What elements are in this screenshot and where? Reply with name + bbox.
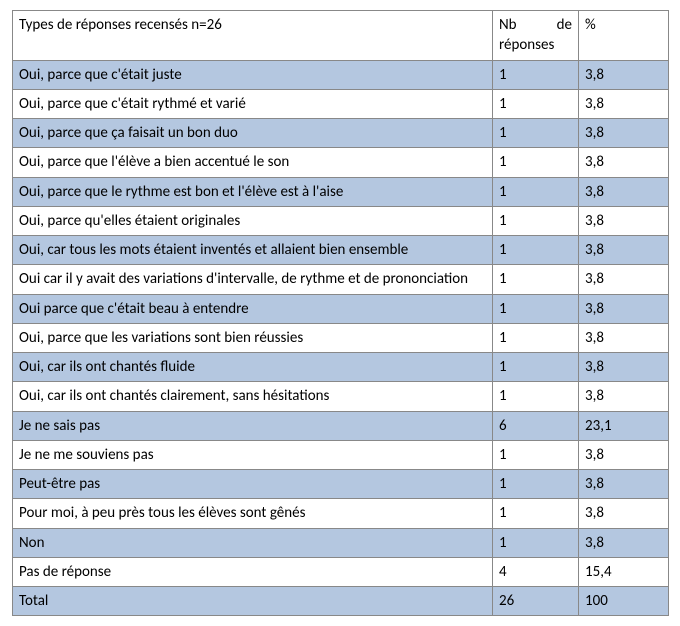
cell-type: Oui, parce que le rythme est bon et l'él…: [13, 177, 493, 206]
cell-pct: 3,8: [579, 119, 669, 148]
cell-nb: 1: [493, 119, 579, 148]
cell-nb: 1: [493, 470, 579, 499]
cell-pct: 3,8: [579, 470, 669, 499]
cell-type: Oui, car tous les mots étaient inventés …: [13, 236, 493, 265]
cell-type: Oui, parce que ça faisait un bon duo: [13, 119, 493, 148]
cell-type: Pas de réponse: [13, 557, 493, 586]
table-row: Oui car il y avait des variations d'inte…: [13, 265, 669, 294]
table-row: Oui, parce que c'était juste13,8: [13, 60, 669, 89]
table-row: Peut-être pas13,8: [13, 470, 669, 499]
header-nb-line2: réponses: [499, 36, 554, 54]
cell-type: Oui, parce que l'élève a bien accentué l…: [13, 148, 493, 177]
table-row: Oui, parce que l'élève a bien accentué l…: [13, 148, 669, 177]
cell-nb: 1: [493, 382, 579, 411]
cell-pct: 3,8: [579, 148, 669, 177]
cell-nb: 1: [493, 440, 579, 469]
cell-nb: 1: [493, 206, 579, 235]
table-row: Oui, parce que ça faisait un bon duo13,8: [13, 119, 669, 148]
cell-pct: 3,8: [579, 440, 669, 469]
cell-nb: 4: [493, 557, 579, 586]
cell-nb: 6: [493, 411, 579, 440]
cell-nb: 1: [493, 236, 579, 265]
table-row: Je ne sais pas623,1: [13, 411, 669, 440]
cell-nb: 1: [493, 148, 579, 177]
cell-type: Oui, parce que c'était rythmé et varié: [13, 89, 493, 118]
table-row: Oui, parce que c'était rythmé et varié13…: [13, 89, 669, 118]
cell-nb: 1: [493, 294, 579, 323]
cell-pct: 3,8: [579, 323, 669, 352]
cell-type: Je ne me souviens pas: [13, 440, 493, 469]
cell-type: Peut-être pas: [13, 470, 493, 499]
cell-type: Pour moi, à peu près tous les élèves son…: [13, 499, 493, 528]
cell-pct: 3,8: [579, 206, 669, 235]
header-nb-word2: de: [557, 15, 572, 35]
table-row: Oui parce que c'était beau à entendre13,…: [13, 294, 669, 323]
table-row: Oui, car ils ont chantés fluide13,8: [13, 353, 669, 382]
cell-pct: 100: [579, 587, 669, 616]
cell-nb: 26: [493, 587, 579, 616]
cell-type: Oui parce que c'était beau à entendre: [13, 294, 493, 323]
cell-nb: 1: [493, 353, 579, 382]
cell-pct: 3,8: [579, 60, 669, 89]
cell-nb: 1: [493, 89, 579, 118]
table-row: Je ne me souviens pas13,8: [13, 440, 669, 469]
table-row: Pour moi, à peu près tous les élèves son…: [13, 499, 669, 528]
cell-type: Oui, parce que les variations sont bien …: [13, 323, 493, 352]
cell-pct: 3,8: [579, 353, 669, 382]
table-row: Total26100: [13, 587, 669, 616]
cell-pct: 15,4: [579, 557, 669, 586]
cell-nb: 1: [493, 177, 579, 206]
table-row: Oui, parce que le rythme est bon et l'él…: [13, 177, 669, 206]
responses-table: Types de réponses recensés n=26 Nb de ré…: [12, 10, 669, 616]
table-header-row: Types de réponses recensés n=26 Nb de ré…: [13, 11, 669, 61]
cell-pct: 3,8: [579, 294, 669, 323]
cell-type: Oui, car ils ont chantés clairement, san…: [13, 382, 493, 411]
cell-pct: 3,8: [579, 177, 669, 206]
cell-nb: 1: [493, 499, 579, 528]
table-row: Oui, car tous les mots étaient inventés …: [13, 236, 669, 265]
table-row: Oui, parce qu'elles étaient originales13…: [13, 206, 669, 235]
cell-pct: 3,8: [579, 89, 669, 118]
cell-type: Oui, car ils ont chantés fluide: [13, 353, 493, 382]
cell-nb: 1: [493, 323, 579, 352]
cell-pct: 3,8: [579, 265, 669, 294]
cell-type: Oui, parce qu'elles étaient originales: [13, 206, 493, 235]
cell-pct: 3,8: [579, 382, 669, 411]
cell-nb: 1: [493, 60, 579, 89]
table-row: Oui, parce que les variations sont bien …: [13, 323, 669, 352]
cell-pct: 23,1: [579, 411, 669, 440]
header-nb-word1: Nb: [499, 15, 517, 35]
table-row: Oui, car ils ont chantés clairement, san…: [13, 382, 669, 411]
header-nb: Nb de réponses: [493, 11, 579, 61]
cell-type: Total: [13, 587, 493, 616]
cell-nb: 1: [493, 265, 579, 294]
header-types: Types de réponses recensés n=26: [13, 11, 493, 61]
table-row: Pas de réponse415,4: [13, 557, 669, 586]
cell-pct: 3,8: [579, 499, 669, 528]
cell-type: Oui car il y avait des variations d'inte…: [13, 265, 493, 294]
cell-type: Je ne sais pas: [13, 411, 493, 440]
cell-pct: 3,8: [579, 236, 669, 265]
cell-type: Oui, parce que c'était juste: [13, 60, 493, 89]
header-pct: %: [579, 11, 669, 61]
